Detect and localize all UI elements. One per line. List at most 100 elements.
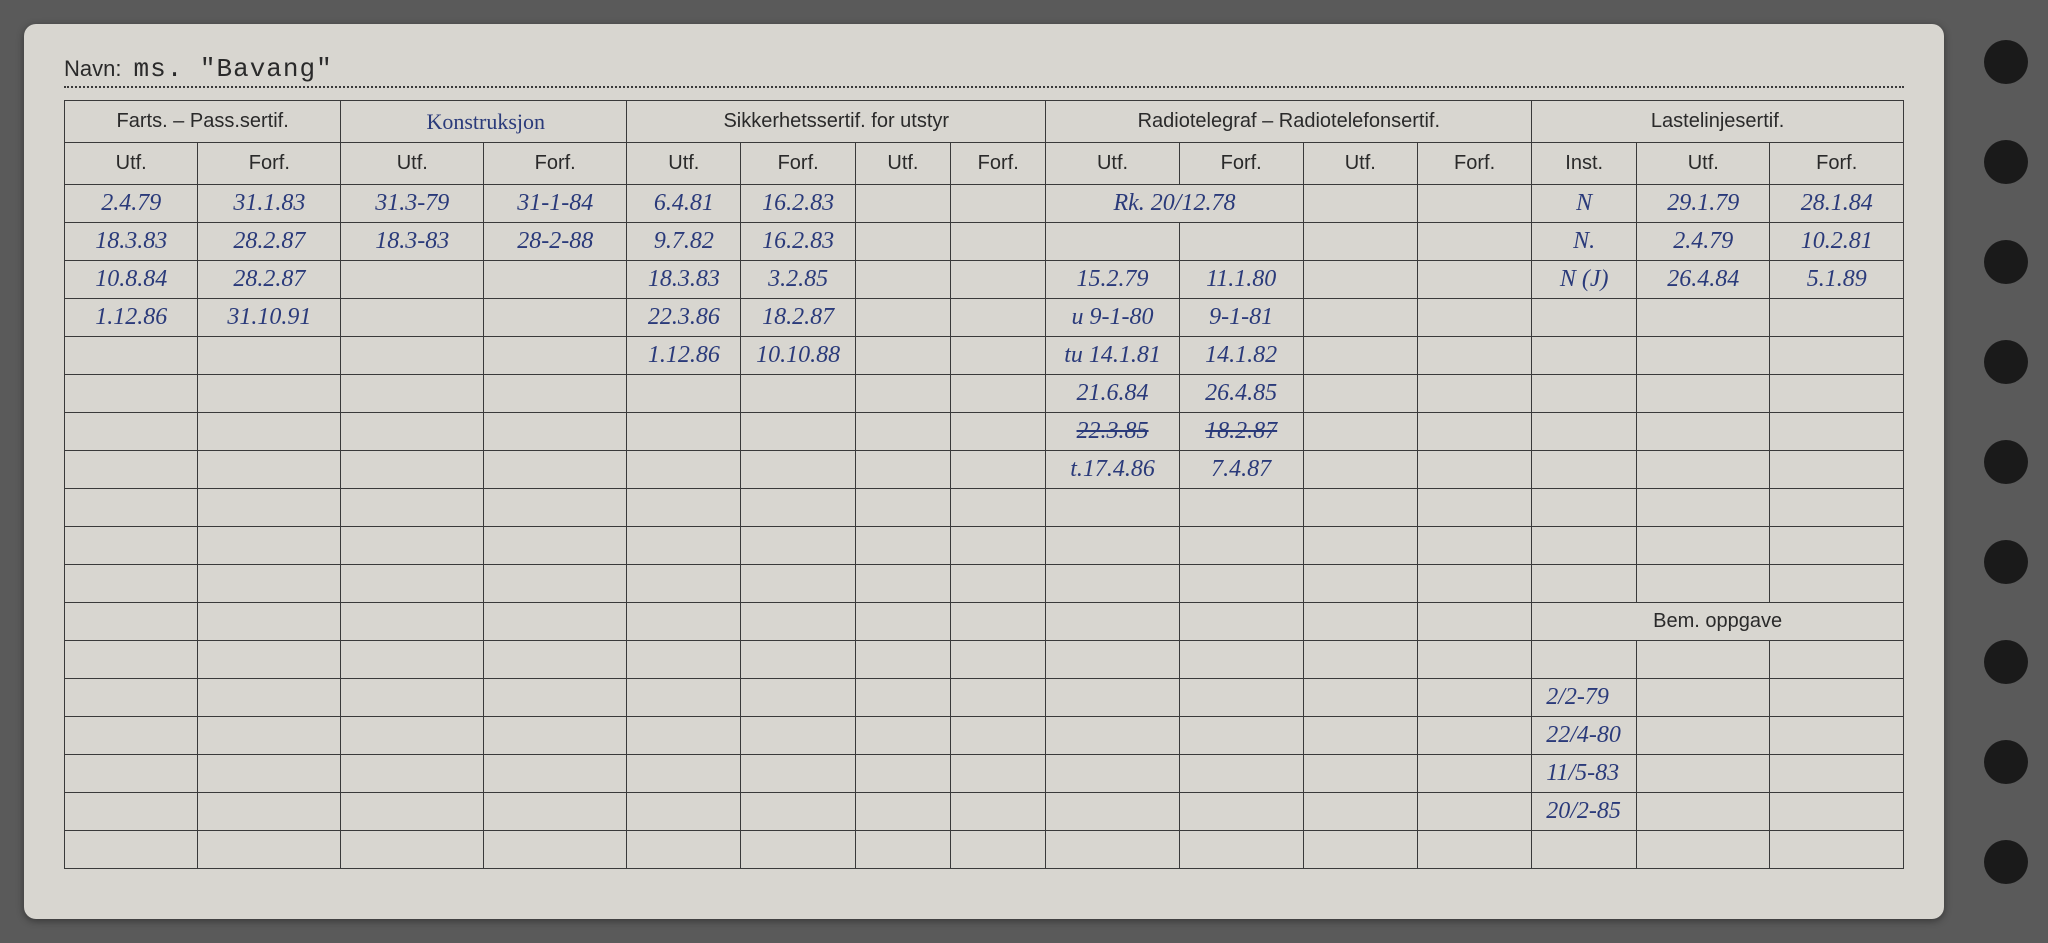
cell: 14.1.82 bbox=[1179, 337, 1303, 375]
cell bbox=[341, 413, 484, 451]
table-row bbox=[65, 641, 1904, 679]
cell bbox=[65, 413, 198, 451]
cell: N (J) bbox=[1532, 261, 1637, 299]
sub-forf: Forf. bbox=[198, 143, 341, 185]
cell bbox=[1417, 755, 1531, 793]
cell bbox=[951, 489, 1046, 527]
cell bbox=[855, 451, 950, 489]
cell bbox=[341, 641, 484, 679]
cell bbox=[1532, 831, 1637, 869]
cell bbox=[627, 603, 741, 641]
ledger-table: Farts. – Pass.sertif. Konstruksjon Sikke… bbox=[64, 100, 1904, 869]
cell bbox=[951, 451, 1046, 489]
cell bbox=[341, 755, 484, 793]
cell bbox=[65, 565, 198, 603]
cell: 20/2-85 bbox=[1532, 793, 1637, 831]
sub-forf: Forf. bbox=[951, 143, 1046, 185]
cell bbox=[951, 223, 1046, 261]
cell bbox=[627, 413, 741, 451]
cell: 15.2.79 bbox=[1046, 261, 1179, 299]
cell bbox=[741, 413, 855, 451]
table-row: 1.12.8631.10.9122.3.8618.2.87u 9-1-809-1… bbox=[65, 299, 1904, 337]
cell bbox=[627, 679, 741, 717]
cell bbox=[1179, 679, 1303, 717]
cell: 11.1.80 bbox=[1179, 261, 1303, 299]
cell bbox=[484, 299, 627, 337]
cell bbox=[1046, 641, 1179, 679]
cell bbox=[341, 717, 484, 755]
cell: 26.4.84 bbox=[1637, 261, 1770, 299]
cell bbox=[198, 793, 341, 831]
cell bbox=[1046, 603, 1179, 641]
cell bbox=[1303, 413, 1417, 451]
cell bbox=[1417, 717, 1531, 755]
cell bbox=[855, 641, 950, 679]
cell bbox=[627, 375, 741, 413]
cell bbox=[341, 451, 484, 489]
hdr-radio: Radiotelegraf – Radiotelefonsertif. bbox=[1046, 101, 1532, 143]
table-row: 2/2-79 bbox=[65, 679, 1904, 717]
cell bbox=[1179, 565, 1303, 603]
cell: 22.3.85 bbox=[1046, 413, 1179, 451]
cell bbox=[484, 337, 627, 375]
cell bbox=[1303, 717, 1417, 755]
cell: 9-1-81 bbox=[1179, 299, 1303, 337]
cell bbox=[1770, 413, 1904, 451]
cell bbox=[341, 679, 484, 717]
cell bbox=[198, 337, 341, 375]
cell bbox=[198, 679, 341, 717]
table-row: 10.8.8428.2.8718.3.833.2.8515.2.7911.1.8… bbox=[65, 261, 1904, 299]
cell bbox=[484, 375, 627, 413]
cell bbox=[855, 831, 950, 869]
cell: 3.2.85 bbox=[741, 261, 855, 299]
cell bbox=[1179, 489, 1303, 527]
sub-forf: Forf. bbox=[741, 143, 855, 185]
cell: 10.10.88 bbox=[741, 337, 855, 375]
cell bbox=[627, 717, 741, 755]
cell bbox=[855, 413, 950, 451]
cell bbox=[627, 831, 741, 869]
cell bbox=[198, 831, 341, 869]
cell bbox=[198, 717, 341, 755]
cell bbox=[951, 413, 1046, 451]
cell bbox=[1417, 831, 1531, 869]
cell bbox=[484, 603, 627, 641]
name-label: Navn: bbox=[64, 56, 121, 82]
cell: 21.6.84 bbox=[1046, 375, 1179, 413]
table-row bbox=[65, 489, 1904, 527]
table-row: 2.4.7931.1.8331.3-7931-1-846.4.8116.2.83… bbox=[65, 185, 1904, 223]
cell: 16.2.83 bbox=[741, 185, 855, 223]
cell bbox=[1046, 717, 1179, 755]
cell bbox=[1303, 375, 1417, 413]
cell bbox=[484, 717, 627, 755]
cell bbox=[951, 261, 1046, 299]
cell bbox=[1637, 451, 1770, 489]
cell: 18.2.87 bbox=[741, 299, 855, 337]
cell bbox=[1417, 793, 1531, 831]
cell: 7.4.87 bbox=[1179, 451, 1303, 489]
cell bbox=[1179, 527, 1303, 565]
cell bbox=[951, 755, 1046, 793]
cell bbox=[1303, 337, 1417, 375]
cell bbox=[951, 831, 1046, 869]
cell: 28.2.87 bbox=[198, 261, 341, 299]
cell bbox=[741, 603, 855, 641]
cell bbox=[1303, 641, 1417, 679]
table-row: 18.3.8328.2.8718.3-8328-2-889.7.8216.2.8… bbox=[65, 223, 1904, 261]
cell bbox=[198, 603, 341, 641]
hdr-laste: Lastelinjesertif. bbox=[1532, 101, 1904, 143]
sub-utf: Utf. bbox=[65, 143, 198, 185]
sub-forf: Forf. bbox=[484, 143, 627, 185]
table-row bbox=[65, 565, 1904, 603]
cell bbox=[1770, 717, 1904, 755]
cell bbox=[1046, 527, 1179, 565]
cell bbox=[1179, 755, 1303, 793]
hdr-sikker: Sikkerhetssertif. for utstyr bbox=[627, 101, 1046, 143]
cell bbox=[1179, 223, 1303, 261]
cell: 29.1.79 bbox=[1637, 185, 1770, 223]
cell bbox=[198, 451, 341, 489]
cell: 10.2.81 bbox=[1770, 223, 1904, 261]
sub-forf: Forf. bbox=[1770, 143, 1904, 185]
cell bbox=[855, 299, 950, 337]
cell: 28.1.84 bbox=[1770, 185, 1904, 223]
